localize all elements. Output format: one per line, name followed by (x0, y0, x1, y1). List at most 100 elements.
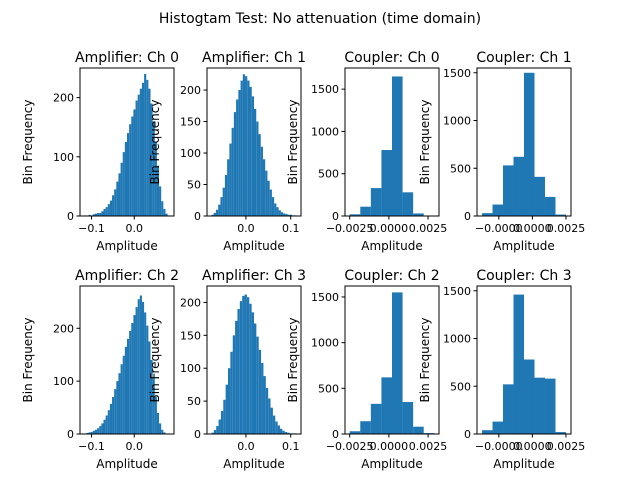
histogram-bar (112, 195, 115, 216)
histogram-bar (246, 297, 250, 434)
histogram-bar (392, 76, 403, 217)
y-tick-label: 500 (450, 162, 471, 175)
x-tick-label: 0.0 (126, 440, 144, 453)
histogram-bar (544, 378, 556, 434)
histogram-bar (265, 387, 269, 434)
histogram-bar (124, 346, 127, 434)
histogram-bar (118, 173, 121, 216)
histogram-bar (223, 399, 226, 434)
histogram-bar (238, 90, 241, 216)
histogram-bar (360, 206, 371, 216)
x-tick-label: 0.0 (237, 222, 255, 235)
x-tick-label: 0.0000 (513, 440, 552, 453)
y-tick-label: 0 (332, 428, 339, 441)
y-axis-label: Bin Frequency (418, 318, 432, 403)
histogram-bar (289, 214, 293, 216)
histogram-bar (256, 336, 259, 434)
histogram-bar (88, 432, 91, 434)
histogram-bar (97, 213, 100, 216)
y-tick-label: 500 (318, 382, 339, 395)
axes-frame (344, 285, 440, 435)
histogram-bar (287, 432, 290, 434)
histogram-bar (381, 150, 392, 216)
histogram-bar (154, 397, 157, 434)
histogram-bar (159, 186, 162, 216)
y-tick-label: 1000 (311, 125, 339, 138)
histogram-bar (513, 156, 524, 216)
histogram-bar (146, 79, 149, 216)
histogram-bar (127, 133, 130, 216)
histogram-bar (242, 295, 245, 434)
histogram-bar (150, 103, 153, 216)
x-tick-label: 0.0000 (370, 440, 409, 453)
histogram-bar (133, 315, 136, 434)
histogram-bar (280, 212, 284, 216)
histogram-bar (137, 94, 140, 216)
histogram-bar (349, 431, 361, 434)
histogram-bar (213, 212, 216, 216)
histogram-bar (215, 209, 219, 216)
histogram-bar (90, 431, 93, 434)
histogram-bar (260, 146, 263, 216)
y-tick-label: 0 (67, 210, 74, 223)
histogram-bar (133, 109, 136, 216)
histogram-bar (118, 373, 121, 434)
histogram-bar (555, 432, 566, 434)
histogram-bar (261, 362, 264, 434)
histogram-bar (236, 99, 239, 216)
x-tick-label: −0.1 (78, 222, 105, 235)
histogram-bar (144, 312, 147, 434)
panel-title: Amplifier: Ch 1 (202, 50, 306, 66)
histogram-bar (141, 301, 145, 434)
histogram-bar (139, 88, 142, 216)
histogram-bar (492, 421, 504, 434)
histogram-bar (141, 82, 145, 216)
histogram-bar (235, 320, 238, 434)
histogram-bar (283, 213, 286, 216)
y-tick-label: 150 (180, 116, 201, 129)
histogram-bar (230, 351, 233, 434)
histogram-bar (122, 152, 125, 216)
axes-frame (344, 67, 440, 217)
y-tick-label: 100 (180, 147, 201, 160)
histogram-bar (131, 116, 134, 216)
histogram-bar (139, 295, 142, 434)
y-axis-label: Bin Frequency (148, 318, 162, 403)
y-tick-label: 150 (180, 329, 201, 342)
histogram-bar (99, 426, 102, 434)
x-axis-label: Amplitude (361, 457, 423, 471)
histogram-bar (392, 292, 403, 434)
axes-frame (476, 67, 572, 217)
panel-title: Amplifier: Ch 2 (75, 268, 179, 284)
histogram-bar (268, 398, 271, 434)
histogram-bar (503, 384, 514, 434)
histogram-bar (402, 402, 414, 434)
histogram-bar (269, 189, 272, 216)
histogram-bar (92, 430, 95, 434)
histogram-bar (116, 181, 119, 216)
x-axis-label: Amplitude (96, 457, 158, 471)
histogram-bar (225, 384, 229, 434)
y-tick-label: 1000 (443, 333, 471, 346)
x-tick-label: 0.0025 (547, 440, 586, 453)
axes-frame (79, 67, 175, 217)
histogram-bar (233, 112, 237, 216)
histogram-bar (524, 359, 535, 434)
histogram-bar (120, 162, 123, 216)
histogram-bar (275, 421, 278, 434)
histogram-bar (165, 213, 168, 216)
histogram-bar (224, 175, 228, 216)
histogram-bar (258, 349, 262, 434)
histogram-bar (256, 121, 259, 216)
panel-title: Amplifier: Ch 3 (202, 268, 306, 284)
histogram-bar (163, 208, 166, 216)
histogram-bar (105, 207, 108, 216)
y-tick-label: 1000 (311, 337, 339, 350)
x-tick-label: 0.0025 (547, 222, 586, 235)
x-tick-label: 0.0000 (513, 222, 552, 235)
histogram-bar (534, 377, 545, 434)
histogram-bar (97, 428, 100, 434)
histogram-bar (534, 176, 545, 216)
